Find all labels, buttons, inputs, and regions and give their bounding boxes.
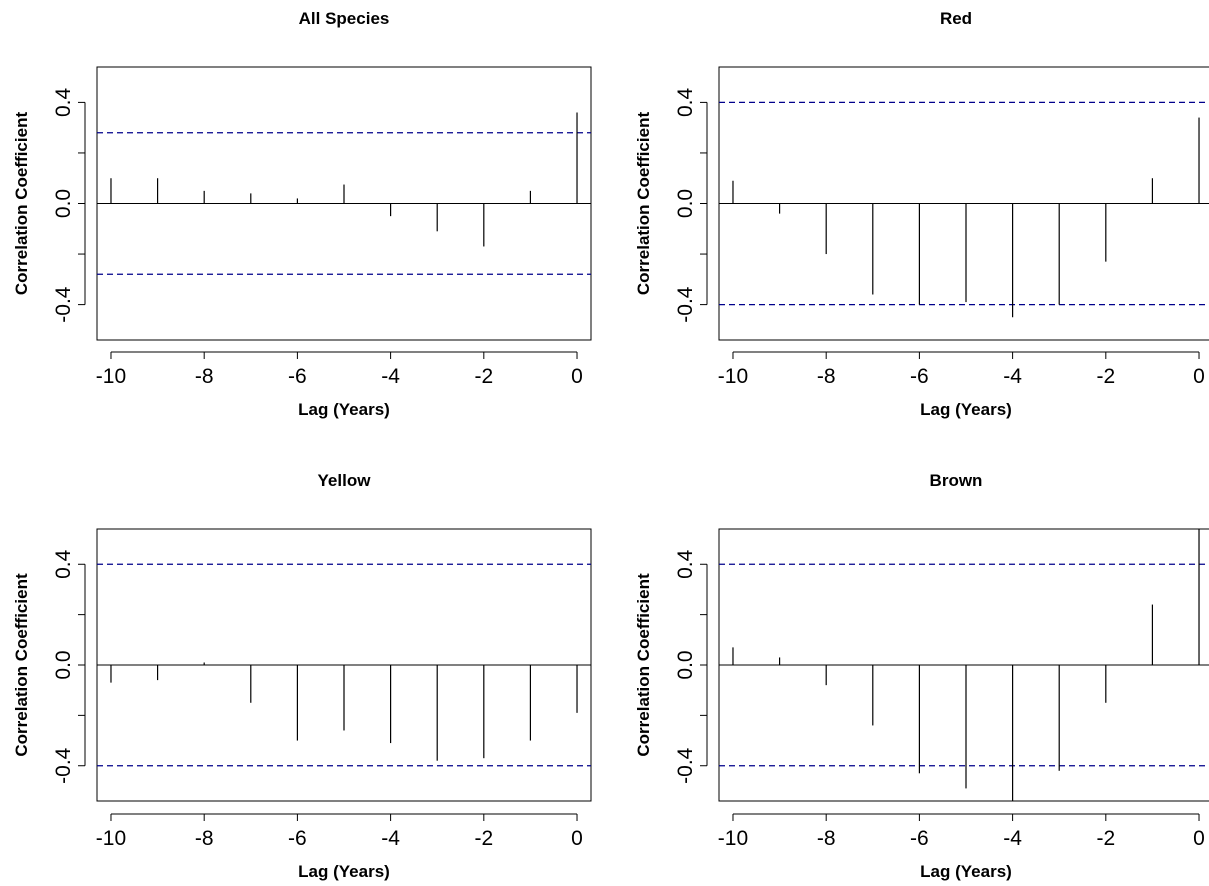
x-tick-label: 0 xyxy=(1193,827,1205,850)
y-tick-label: 0.0 xyxy=(52,189,75,218)
x-tick-label: -4 xyxy=(1003,827,1022,850)
x-tick-label: -8 xyxy=(817,365,836,388)
chart-title: Red xyxy=(940,9,972,28)
chart-title: Brown xyxy=(930,471,983,490)
y-tick-label: 0.0 xyxy=(674,650,697,679)
x-tick-label: -8 xyxy=(195,827,214,850)
x-tick-label: 0 xyxy=(1193,365,1205,388)
y-tick-label: 0.0 xyxy=(52,650,75,679)
x-tick-label: -4 xyxy=(381,365,400,388)
x-tick-label: -6 xyxy=(910,827,929,850)
y-tick-label: -0.4 xyxy=(674,286,697,323)
x-tick-label: 0 xyxy=(571,827,583,850)
x-axis-label: Lag (Years) xyxy=(920,862,1012,881)
chart-title: Yellow xyxy=(318,471,372,490)
x-axis-label: Lag (Years) xyxy=(298,400,390,419)
x-tick-label: -10 xyxy=(96,827,126,850)
x-tick-label: -10 xyxy=(718,827,748,850)
x-tick-label: -6 xyxy=(288,827,307,850)
y-tick-label: -0.4 xyxy=(52,747,75,784)
y-axis-label: Correlation Coefficient xyxy=(634,573,653,757)
x-tick-label: -2 xyxy=(474,365,493,388)
x-tick-label: -8 xyxy=(817,827,836,850)
y-tick-label: 0.4 xyxy=(52,549,75,579)
x-tick-label: -4 xyxy=(1003,365,1022,388)
y-tick-label: 0.4 xyxy=(674,87,697,117)
x-tick-label: -10 xyxy=(96,365,126,388)
x-tick-label: -6 xyxy=(288,365,307,388)
x-tick-label: -10 xyxy=(718,365,748,388)
y-axis-label: Correlation Coefficient xyxy=(12,573,31,757)
y-tick-label: -0.4 xyxy=(52,286,75,323)
x-tick-label: 0 xyxy=(571,365,583,388)
chart-title: All Species xyxy=(299,9,390,28)
y-axis-label: Correlation Coefficient xyxy=(634,112,653,296)
x-axis-label: Lag (Years) xyxy=(298,862,390,881)
y-tick-label: -0.4 xyxy=(674,747,697,784)
y-tick-label: 0.4 xyxy=(674,549,697,579)
chart-panel-yellow: Yellow -10 -8 -6 -4 -2 0 Lag (Years) -0.4 0.0 0.4 C… xyxy=(12,471,592,881)
chart-panel-all-species: All Species -10 -8 -6 -4 -2 0 Lag (Years) -0.4 0.… xyxy=(12,9,592,419)
x-tick-label: -2 xyxy=(1096,365,1115,388)
y-axis-label: Correlation Coefficient xyxy=(12,112,31,296)
chart-panel-red: Red -10 -8 -6 -4 -2 0 Lag (Years) -0.4 0.0 0.4 Corr… xyxy=(634,9,1209,419)
x-tick-label: -4 xyxy=(381,827,400,850)
x-tick-label: -2 xyxy=(1096,827,1115,850)
x-tick-label: -2 xyxy=(474,827,493,850)
chart-panel-brown: Brown -10 -8 -6 -4 -2 0 Lag (Years) -0.4 0.0 0.4 Co… xyxy=(634,471,1209,881)
x-axis-label: Lag (Years) xyxy=(920,400,1012,419)
y-tick-label: 0.0 xyxy=(674,189,697,218)
x-tick-label: -8 xyxy=(195,365,214,388)
y-tick-label: 0.4 xyxy=(52,87,75,117)
x-tick-label: -6 xyxy=(910,365,929,388)
